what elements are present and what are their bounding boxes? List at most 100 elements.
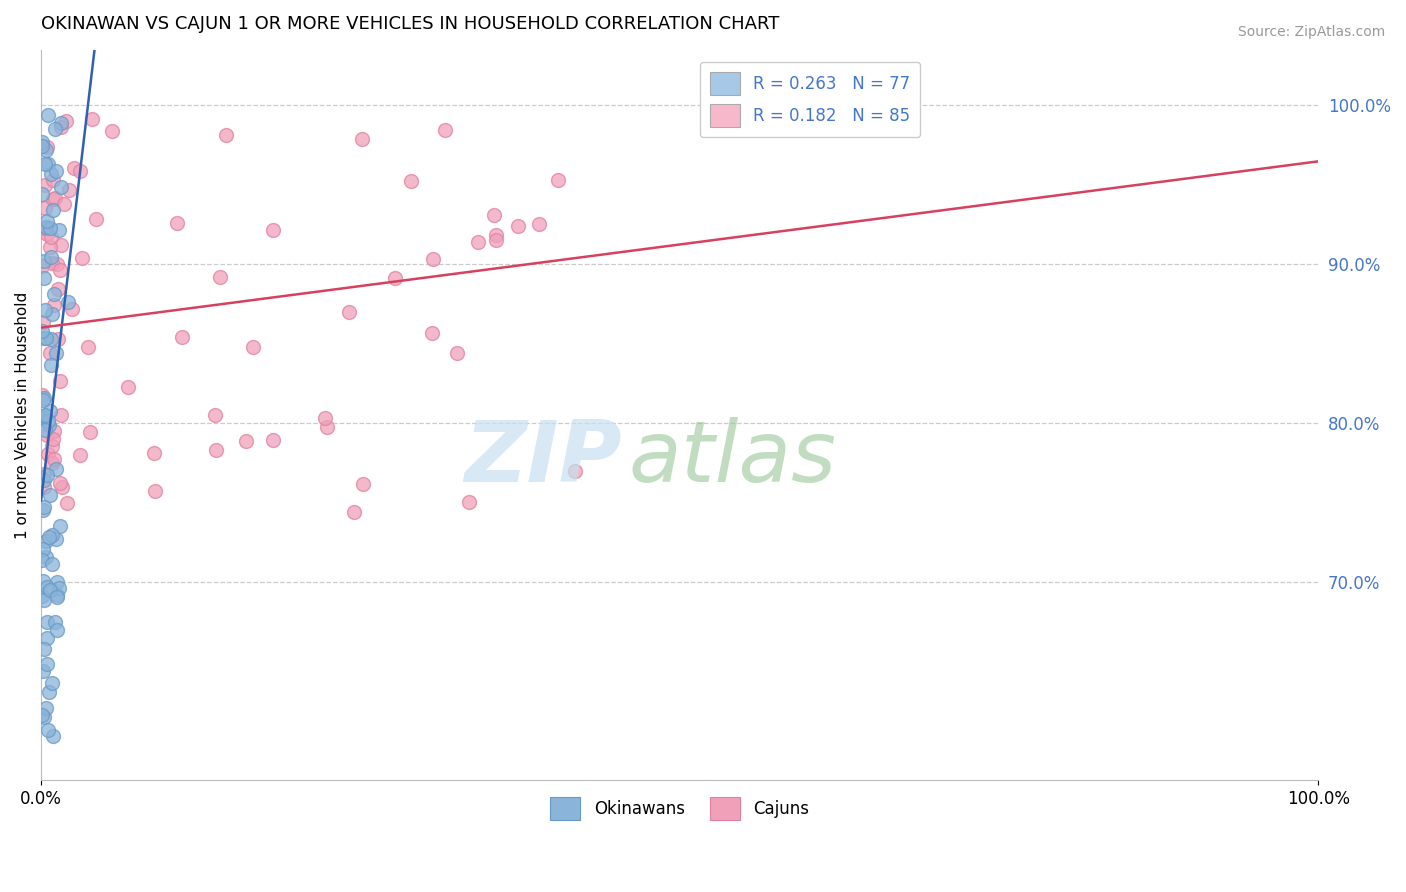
Point [51,238,73,252]
Point [117,379,139,393]
Point [69,448,91,462]
Point [32,480,55,494]
Point [45,164,67,178]
Point [32,592,55,607]
Point [44,122,66,136]
Point [34,178,56,193]
Point [42,287,65,301]
Point [35,139,58,153]
Point [34,423,56,437]
Point [41,167,63,181]
Point [38,530,60,544]
Point [343,506,366,520]
Point [41,557,63,571]
Point [32,574,55,588]
Point [401,174,423,188]
Point [143,483,166,498]
Point [39,220,62,235]
Point [35,331,58,345]
Point [34,391,56,405]
Point [63,161,86,175]
Point [482,208,505,222]
Point [34,303,56,318]
Point [42,729,65,743]
Point [49,409,72,423]
Point [41,439,63,453]
Point [39,250,62,264]
Point [337,304,360,318]
Text: ZIP: ZIP [464,417,623,500]
Point [79,425,101,440]
Point [46,588,69,602]
Point [44,424,66,438]
Point [37,107,59,121]
Point [314,411,336,425]
Point [41,456,63,470]
Point [262,433,284,447]
Point [41,528,63,542]
Point [34,500,56,514]
Point [35,631,58,645]
Point [101,124,124,138]
Point [45,575,67,590]
Point [262,222,284,236]
Point [31,259,53,273]
Point [34,201,56,215]
Point [41,676,63,690]
Point [508,219,530,234]
Point [446,346,468,360]
Point [37,428,59,442]
Point [34,220,56,235]
Point [34,641,56,656]
Point [39,332,62,346]
Point [41,256,63,270]
Point [48,582,70,596]
Point [45,257,67,271]
Point [316,419,339,434]
Point [31,589,53,603]
Point [209,270,232,285]
Point [547,173,569,187]
Point [31,315,53,329]
Point [41,192,63,206]
Point [38,404,60,418]
Point [31,324,53,338]
Point [34,409,56,424]
Point [37,468,59,483]
Point [457,495,479,509]
Point [45,532,67,546]
Point [35,533,58,548]
Text: atlas: atlas [628,417,837,500]
Point [31,552,53,566]
Point [56,294,79,309]
Point [142,446,165,460]
Point [31,138,53,153]
Point [242,340,264,354]
Point [32,393,55,408]
Point [44,191,66,205]
Point [37,447,59,461]
Point [46,623,69,637]
Point [31,135,53,149]
Point [32,664,55,678]
Point [46,282,69,296]
Point [45,590,67,604]
Point [166,216,188,230]
Point [32,502,55,516]
Point [32,221,55,235]
Point [420,326,443,340]
Point [38,582,60,597]
Point [49,475,72,490]
Point [41,173,63,187]
Point [42,202,65,217]
Point [467,235,489,250]
Point [31,186,53,201]
Point [52,197,75,211]
Point [31,707,53,722]
Point [31,542,53,557]
Point [35,143,58,157]
Point [48,332,70,346]
Point [48,223,70,237]
Point [51,479,73,493]
Point [352,131,374,145]
